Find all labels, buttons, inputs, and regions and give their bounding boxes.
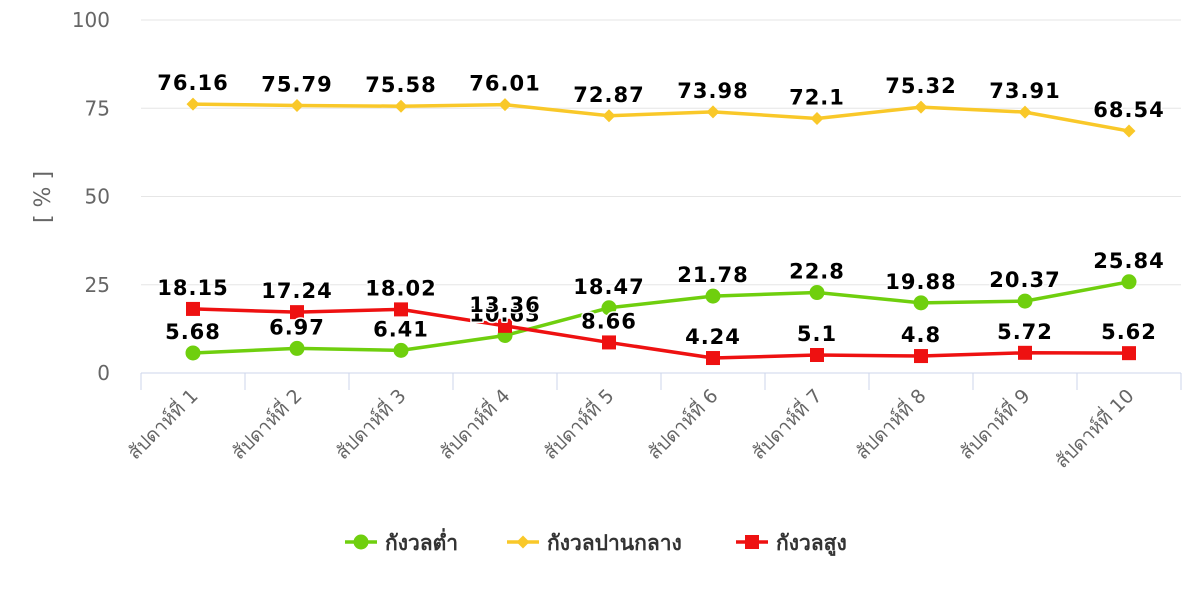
- legend[interactable]: กังวลต่ำ กังวลปานกลาง กังวลสูง: [345, 527, 847, 557]
- data-label: 21.78: [677, 263, 748, 287]
- x-tick-label: สัปดาห์ที่ 9: [953, 383, 1034, 464]
- legend-marker: [516, 535, 530, 549]
- x-tick-label: สัปดาห์ที่ 1: [121, 383, 202, 464]
- series-3: [186, 301, 1136, 366]
- data-point: [1121, 274, 1137, 290]
- data-label: 5.62: [1101, 320, 1157, 344]
- data-point: [186, 97, 200, 111]
- data-point: [706, 351, 720, 366]
- legend-label: กังวลสูง: [776, 531, 847, 557]
- series-line: [191, 307, 1131, 360]
- data-label: 72.87: [573, 83, 644, 107]
- data-point: [1122, 124, 1136, 138]
- data-point: [809, 285, 825, 301]
- data-label: 18.15: [157, 276, 228, 300]
- data-point: [394, 302, 408, 317]
- data-point: [1018, 105, 1032, 119]
- series-1: [185, 274, 1137, 361]
- data-point: [498, 318, 512, 333]
- legend-item-1[interactable]: กังวลต่ำ: [345, 527, 458, 555]
- data-point: [601, 300, 617, 316]
- x-tick-label: สัปดาห์ที่ 10: [1049, 383, 1139, 473]
- data-point: [706, 105, 720, 119]
- legend-label: กังวลปานกลาง: [547, 531, 682, 555]
- data-label: 8.66: [581, 309, 637, 333]
- data-label: 68.54: [1093, 98, 1164, 122]
- data-label: 17.24: [261, 279, 332, 303]
- y-tick-label: 75: [85, 96, 110, 120]
- data-label: 13.36: [469, 293, 540, 317]
- data-label: 18.02: [365, 276, 436, 300]
- data-label: 5.72: [997, 320, 1053, 344]
- y-tick-label: 50: [85, 185, 110, 209]
- data-label: 75.32: [885, 74, 956, 98]
- legend-marker: [353, 534, 369, 550]
- grid-lines: [141, 19, 1181, 286]
- data-point: [290, 305, 304, 320]
- data-label: 73.98: [677, 79, 748, 103]
- data-label: 6.41: [373, 317, 429, 341]
- data-point: [705, 288, 721, 304]
- data-label: 4.8: [901, 323, 941, 347]
- data-labels: 5.68 6.97 6.41 10.63 18.47 21.78 22.8 19.88 20.3…: [156, 70, 1165, 351]
- x-tick-label: สัปดาห์ที่ 7: [745, 383, 826, 464]
- data-label: 19.88: [885, 270, 956, 294]
- x-tick-label: สัปดาห์ที่ 8: [849, 383, 930, 464]
- data-point: [186, 301, 200, 316]
- series-line: [191, 280, 1131, 355]
- x-axis-ticks: สัปดาห์ที่ 1 สัปดาห์ที่ 2 สัปดาห์ที่ 3 สัปด…: [121, 383, 1138, 473]
- data-label: 76.16: [157, 71, 228, 95]
- x-tick-label: สัปดาห์ที่ 5: [537, 383, 618, 464]
- data-label: 25.84: [1093, 249, 1164, 273]
- data-label: 20.37: [989, 268, 1060, 292]
- data-point: [810, 111, 824, 125]
- legend-marker: [745, 535, 759, 549]
- data-point: [602, 109, 616, 123]
- data-label: 75.58: [365, 73, 436, 97]
- data-point: [1122, 346, 1136, 361]
- data-point: [810, 347, 824, 362]
- data-point: [289, 340, 305, 356]
- legend-item-2[interactable]: กังวลปานกลาง: [507, 531, 682, 555]
- data-label: 75.79: [261, 72, 332, 96]
- x-tick-label: สัปดาห์ที่ 4: [433, 383, 514, 464]
- data-point: [290, 98, 304, 112]
- data-point: [393, 342, 409, 358]
- legend-item-3[interactable]: กังวลสูง: [736, 531, 847, 557]
- data-point: [394, 99, 408, 113]
- data-point: [498, 98, 512, 112]
- data-label: 76.01: [469, 72, 540, 96]
- x-axis: [140, 372, 1182, 390]
- series-line: [191, 102, 1131, 133]
- data-label: 5.1: [797, 322, 837, 346]
- data-point: [914, 349, 928, 364]
- data-point: [913, 295, 929, 311]
- data-point: [914, 100, 928, 114]
- series-2: [186, 97, 1136, 138]
- y-axis-ticks: 0 25 50 75 100: [72, 8, 110, 385]
- x-tick-label: สัปดาห์ที่ 6: [641, 383, 722, 464]
- legend-label: กังวลต่ำ: [385, 527, 458, 555]
- data-point: [602, 335, 616, 350]
- y-tick-label: 0: [97, 361, 110, 385]
- data-point: [185, 345, 201, 361]
- data-label: 22.8: [789, 260, 845, 284]
- data-label: 4.24: [685, 325, 741, 349]
- data-label: 72.1: [789, 85, 845, 109]
- series-lines: [185, 97, 1137, 366]
- data-label: 6.97: [269, 315, 325, 339]
- x-tick-label: สัปดาห์ที่ 2: [225, 383, 306, 464]
- y-tick-label: 25: [85, 273, 110, 297]
- data-label: 10.63: [469, 302, 540, 326]
- y-tick-label: 100: [72, 8, 110, 32]
- x-tick-label: สัปดาห์ที่ 3: [329, 383, 410, 464]
- data-point: [1017, 293, 1033, 309]
- y-axis-label: [ % ]: [31, 171, 56, 223]
- data-label: 18.47: [573, 275, 644, 299]
- data-point: [1018, 345, 1032, 360]
- data-label: 73.91: [989, 79, 1060, 103]
- data-label: 5.68: [165, 320, 221, 344]
